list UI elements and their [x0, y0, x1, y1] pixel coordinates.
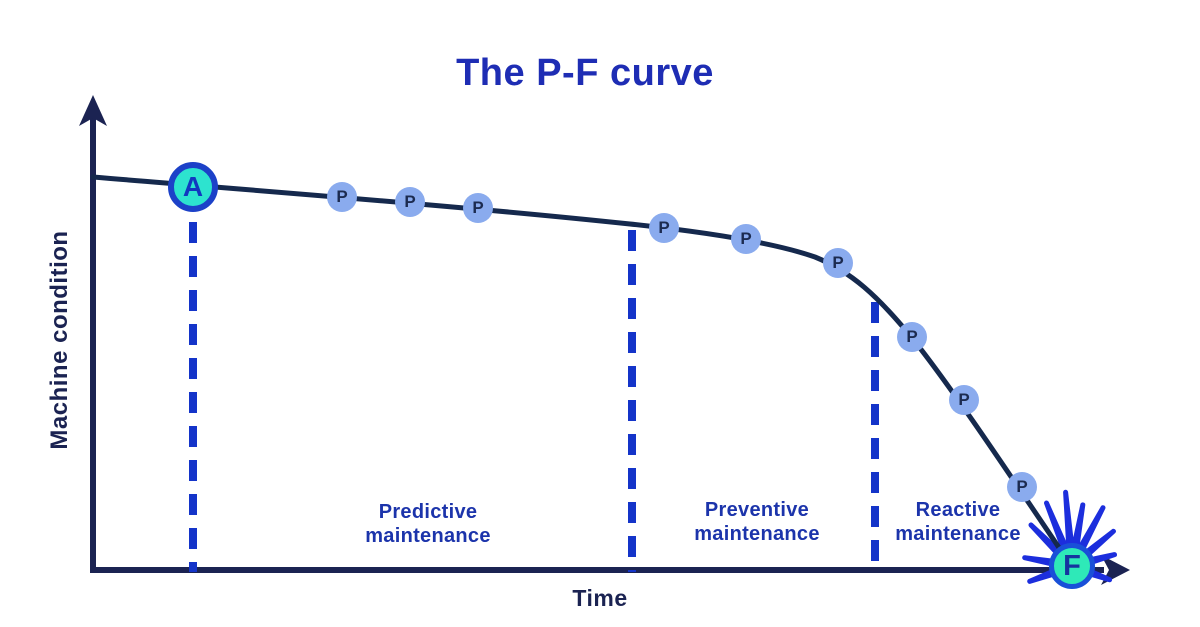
p-point-marker: P: [649, 213, 679, 243]
p-point-marker: P: [949, 385, 979, 415]
p-point-marker: P: [1007, 472, 1037, 502]
p-point-marker: P: [327, 182, 357, 212]
p-point-marker: P: [731, 224, 761, 254]
x-axis: [90, 555, 1130, 585]
p-point-marker: P: [897, 322, 927, 352]
region-label-preventive: Preventive maintenance: [694, 499, 820, 545]
x-axis-label: Time: [572, 585, 628, 611]
p-point-marker: P: [463, 193, 493, 223]
point-a-marker: A: [168, 162, 218, 212]
y-axis: [79, 95, 107, 572]
region-label-predictive: Predictive maintenance: [365, 501, 491, 547]
p-point-marker: P: [823, 248, 853, 278]
page-title: The P-F curve: [456, 52, 714, 94]
failure-burst-icon: [1022, 489, 1117, 584]
region-label-reactive: Reactive maintenance: [895, 499, 1021, 545]
region-boundary-dashed-lines: [189, 222, 879, 572]
p-point-marker: P: [395, 187, 425, 217]
point-f-marker: F: [1049, 543, 1095, 589]
